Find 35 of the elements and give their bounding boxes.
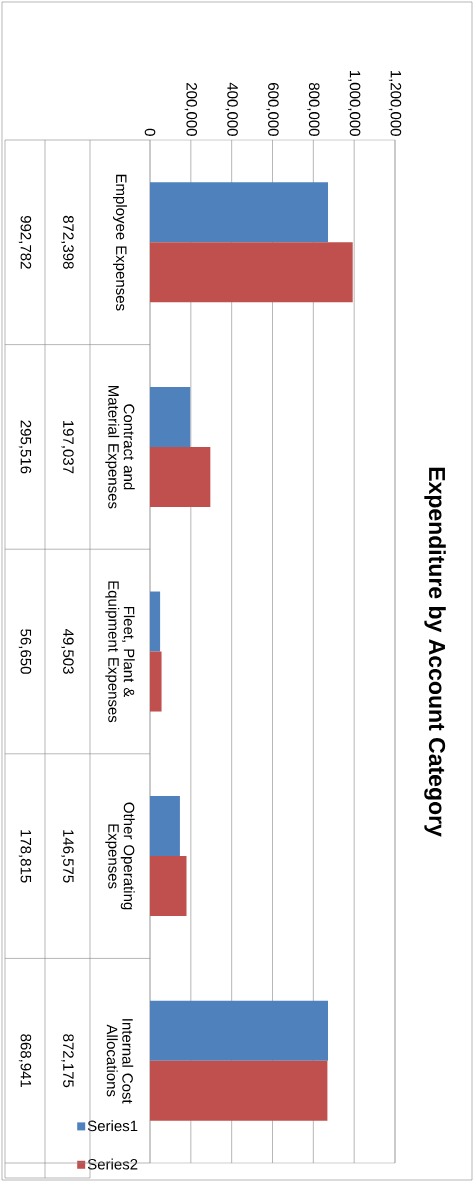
data-label: 49,503: [61, 628, 74, 674]
data-label: 872,398: [61, 215, 74, 269]
data-label: 868,941: [18, 1034, 32, 1088]
y-tick-label: Fleet, Plant & Equipment Expenses: [105, 581, 135, 723]
data-label: 197,037: [61, 420, 74, 474]
x-tick-label: 0: [144, 128, 156, 136]
data-label: 178,815: [18, 830, 32, 883]
text: Expenditure by Account Category: [424, 467, 446, 837]
data-label: 56,650: [18, 629, 32, 674]
bar: [150, 1000, 329, 1061]
y-tick-label: Other Operating Expenses: [105, 802, 135, 910]
legend-label: Series2: [87, 1158, 138, 1170]
bar: [150, 182, 329, 243]
x-tick-label: 600,000: [266, 83, 279, 136]
data-label: 992,782: [18, 215, 32, 269]
bar: [150, 1060, 328, 1121]
y-tick-label: Internal Cost Allocations: [106, 1019, 134, 1104]
bar: [150, 386, 191, 447]
bar: [150, 651, 162, 712]
bar: [150, 242, 353, 303]
y-tick-label: Contract and Material Expenses: [105, 386, 135, 509]
x-tick-label: 800,000: [307, 82, 320, 136]
data-label: 146,575: [61, 830, 74, 883]
x-tick-label: 200,000: [184, 83, 198, 136]
x-tick-label: 1,000,000: [347, 70, 361, 136]
y-tick-label: Employee Expenses: [113, 174, 127, 311]
data-label: 295,516: [18, 420, 32, 474]
bar: [150, 796, 180, 857]
data-label: 872,175: [61, 1034, 74, 1088]
x-tick-label: 1,200,000: [388, 70, 402, 136]
bar: [150, 446, 211, 507]
legend-label: Series1: [87, 1120, 138, 1132]
x-tick-label: 400,000: [225, 82, 238, 136]
bar: [150, 856, 187, 917]
bar: [150, 591, 161, 652]
